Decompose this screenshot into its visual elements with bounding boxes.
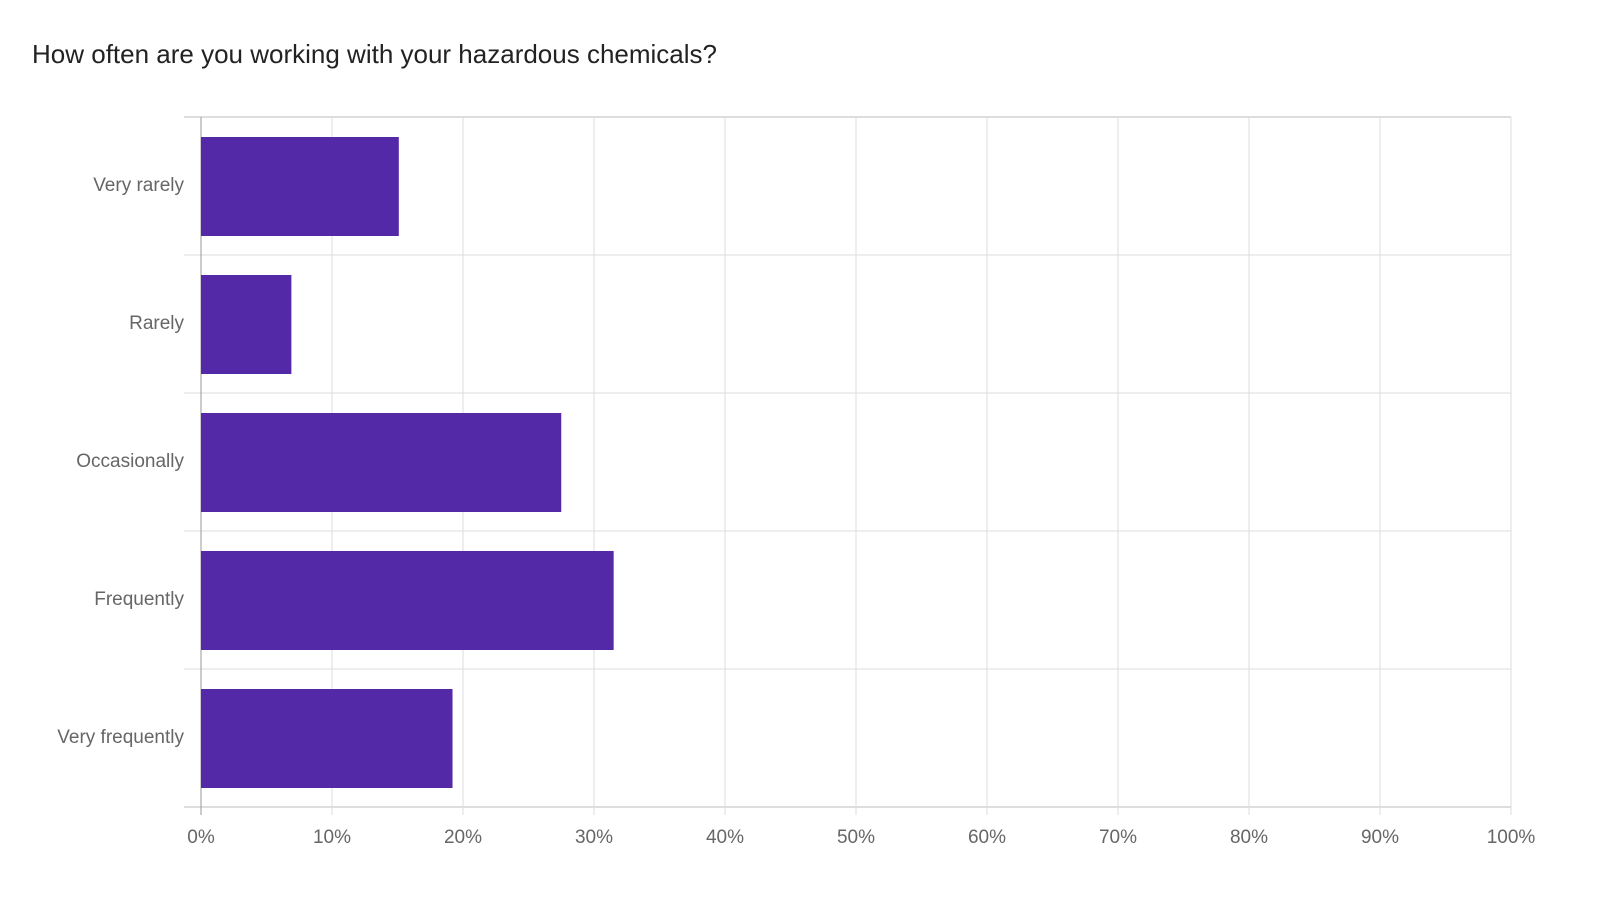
x-tick-label: 90% xyxy=(1361,827,1399,848)
x-tick-label: 10% xyxy=(313,827,351,848)
y-tick-label: Very rarely xyxy=(93,175,184,196)
bar xyxy=(201,137,399,236)
bar xyxy=(201,275,292,374)
x-tick-label: 70% xyxy=(1099,827,1137,848)
y-tick-label: Rarely xyxy=(129,313,184,334)
x-tick-label: 20% xyxy=(444,827,482,848)
x-tick-label: 40% xyxy=(706,827,744,848)
chart-title: How often are you working with your haza… xyxy=(32,39,717,69)
y-tick-label: Occasionally xyxy=(76,451,184,472)
x-tick-label: 50% xyxy=(837,827,875,848)
x-tick-label: 80% xyxy=(1230,827,1268,848)
bar xyxy=(201,551,614,650)
y-tick-label: Frequently xyxy=(94,589,184,610)
bar xyxy=(201,689,453,788)
x-tick-label: 100% xyxy=(1487,827,1536,848)
x-tick-label: 60% xyxy=(968,827,1006,848)
x-tick-label: 0% xyxy=(187,827,215,848)
x-tick-label: 30% xyxy=(575,827,613,848)
y-tick-label: Very frequently xyxy=(57,727,184,748)
bar xyxy=(201,413,562,512)
